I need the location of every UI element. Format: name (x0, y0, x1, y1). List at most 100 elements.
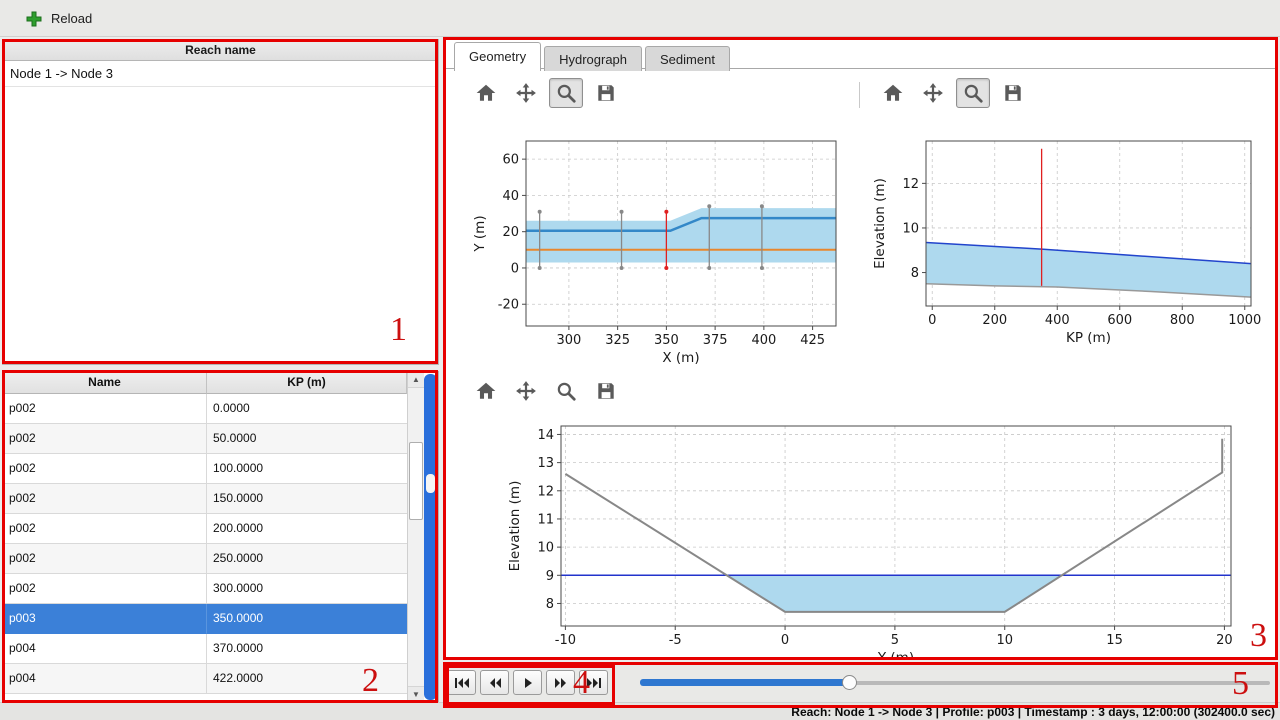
save-button[interactable] (589, 78, 623, 108)
svg-text:60: 60 (502, 153, 519, 168)
reload-button[interactable]: Reload (18, 5, 100, 32)
toolbar-separator (859, 82, 860, 108)
table-row[interactable]: p002 150.0000 (3, 484, 407, 514)
svg-text:375: 375 (703, 333, 728, 348)
svg-text:40: 40 (502, 189, 519, 204)
home-icon (475, 82, 497, 104)
svg-text:10: 10 (902, 221, 919, 236)
step-back-button[interactable] (480, 670, 509, 695)
play-button[interactable] (513, 670, 542, 695)
tab-sediment[interactable]: Sediment (645, 46, 730, 71)
svg-text:14: 14 (537, 428, 554, 443)
svg-text:200: 200 (982, 313, 1007, 328)
svg-text:X (m): X (m) (662, 350, 699, 366)
save-button[interactable] (996, 78, 1030, 108)
svg-text:0: 0 (928, 313, 936, 328)
plan-view-chart[interactable]: 300 325 350 375 400 425 -20 0 20 40 60 X (m) Y (m) (456, 121, 856, 366)
skip-to-start-button[interactable] (447, 670, 476, 695)
reach-list-item[interactable]: Node 1 -> Node 3 (3, 61, 438, 87)
pan-button[interactable] (916, 78, 950, 108)
svg-text:-5: -5 (669, 633, 682, 648)
reach-list-panel: Reach name Node 1 -> Node 3 (2, 39, 439, 365)
svg-text:12: 12 (537, 484, 554, 499)
svg-text:9: 9 (546, 569, 554, 584)
scroll-up-icon[interactable]: ▲ (408, 372, 424, 388)
pan-icon (515, 82, 537, 104)
rewind-icon (487, 677, 503, 689)
home-button[interactable] (469, 376, 503, 406)
cell-kp: 350.0000 (207, 604, 407, 634)
svg-text:1000: 1000 (1228, 313, 1261, 328)
table-row[interactable]: p002 250.0000 (3, 544, 407, 574)
profile-table-header: Name KP (m) (3, 372, 407, 394)
skip-to-end-button[interactable] (579, 670, 608, 695)
cross-section-toolbar (469, 376, 623, 406)
home-icon (475, 380, 497, 402)
table-row[interactable]: p002 50.0000 (3, 424, 407, 454)
zoom-button[interactable] (956, 78, 990, 108)
profile-toolbar (876, 78, 1030, 108)
timeline-slider-track[interactable] (850, 681, 1270, 685)
svg-text:15: 15 (1106, 633, 1123, 648)
home-button[interactable] (469, 78, 503, 108)
home-button[interactable] (876, 78, 910, 108)
pan-button[interactable] (509, 78, 543, 108)
skip-to-end-icon (586, 677, 602, 689)
step-forward-button[interactable] (546, 670, 575, 695)
top-toolbar: Reload (0, 0, 1280, 37)
profile-table-panel: Name KP (m) p002 0.0000 p002 50.0000 p002 100… (2, 371, 439, 703)
zoom-icon (555, 82, 577, 104)
table-scrollbar-handle[interactable] (409, 442, 423, 520)
svg-text:325: 325 (605, 333, 630, 348)
scroll-down-icon[interactable]: ▼ (408, 686, 424, 702)
svg-text:Y (m): Y (m) (472, 215, 488, 252)
results-panel: Geometry Hydrograph Sediment 300 325 350 375 4… (443, 37, 1278, 660)
pan-button[interactable] (509, 376, 543, 406)
cell-kp: 370.0000 (207, 634, 407, 664)
home-icon (882, 82, 904, 104)
playback-bar (443, 662, 1280, 702)
cell-name: p004 (3, 634, 207, 664)
zoom-button[interactable] (549, 376, 583, 406)
table-scrollbar[interactable]: ▲ ▼ (407, 372, 424, 702)
table-row[interactable]: p004 370.0000 (3, 634, 407, 664)
column-header-name[interactable]: Name (3, 372, 207, 394)
svg-text:12: 12 (902, 177, 919, 192)
cell-name: p002 (3, 484, 207, 514)
long-profile-chart[interactable]: 0 200 400 600 800 1000 8 10 12 KP (m) Elevation (m… (866, 121, 1266, 371)
table-row[interactable]: p002 100.0000 (3, 454, 407, 484)
table-row[interactable]: p004 422.0000 (3, 664, 407, 694)
cell-name: p004 (3, 664, 207, 694)
save-button[interactable] (589, 376, 623, 406)
save-icon (1002, 82, 1024, 104)
timeline-slider-handle[interactable] (842, 675, 857, 690)
cross-section-chart[interactable]: -10 -5 0 5 10 15 20 8 9 10 11 12 13 14 Y (m) Elevation … (451, 416, 1246, 660)
cell-name: p003 (3, 604, 207, 634)
svg-text:Y (m): Y (m) (877, 650, 914, 660)
svg-text:10: 10 (537, 541, 554, 556)
zoom-button[interactable] (549, 78, 583, 108)
panel-scrollbar-handle[interactable] (426, 474, 435, 493)
column-header-kp[interactable]: KP (m) (207, 372, 407, 394)
svg-text:8: 8 (911, 266, 919, 281)
panel-scrollbar[interactable] (424, 374, 437, 700)
cell-name: p002 (3, 574, 207, 604)
svg-text:0: 0 (511, 261, 519, 276)
cell-kp: 300.0000 (207, 574, 407, 604)
table-row[interactable]: p002 300.0000 (3, 574, 407, 604)
svg-text:10: 10 (996, 633, 1013, 648)
table-row[interactable]: p002 0.0000 (3, 394, 407, 424)
tab-hydrograph[interactable]: Hydrograph (544, 46, 643, 71)
table-row[interactable]: p003 350.0000 (3, 604, 407, 634)
cell-kp: 50.0000 (207, 424, 407, 454)
timeline-slider-track-filled[interactable] (640, 679, 850, 686)
svg-text:Elevation (m): Elevation (m) (872, 178, 888, 269)
tab-geometry[interactable]: Geometry (454, 42, 542, 71)
table-row[interactable]: p002 200.0000 (3, 514, 407, 544)
tab-pane-border (444, 68, 1277, 69)
plan-toolbar (469, 78, 623, 108)
profile-table-body: p002 0.0000 p002 50.0000 p002 100.0000 p002 150… (3, 394, 407, 694)
skip-to-start-icon (454, 677, 470, 689)
cell-kp: 422.0000 (207, 664, 407, 694)
zoom-icon (962, 82, 984, 104)
